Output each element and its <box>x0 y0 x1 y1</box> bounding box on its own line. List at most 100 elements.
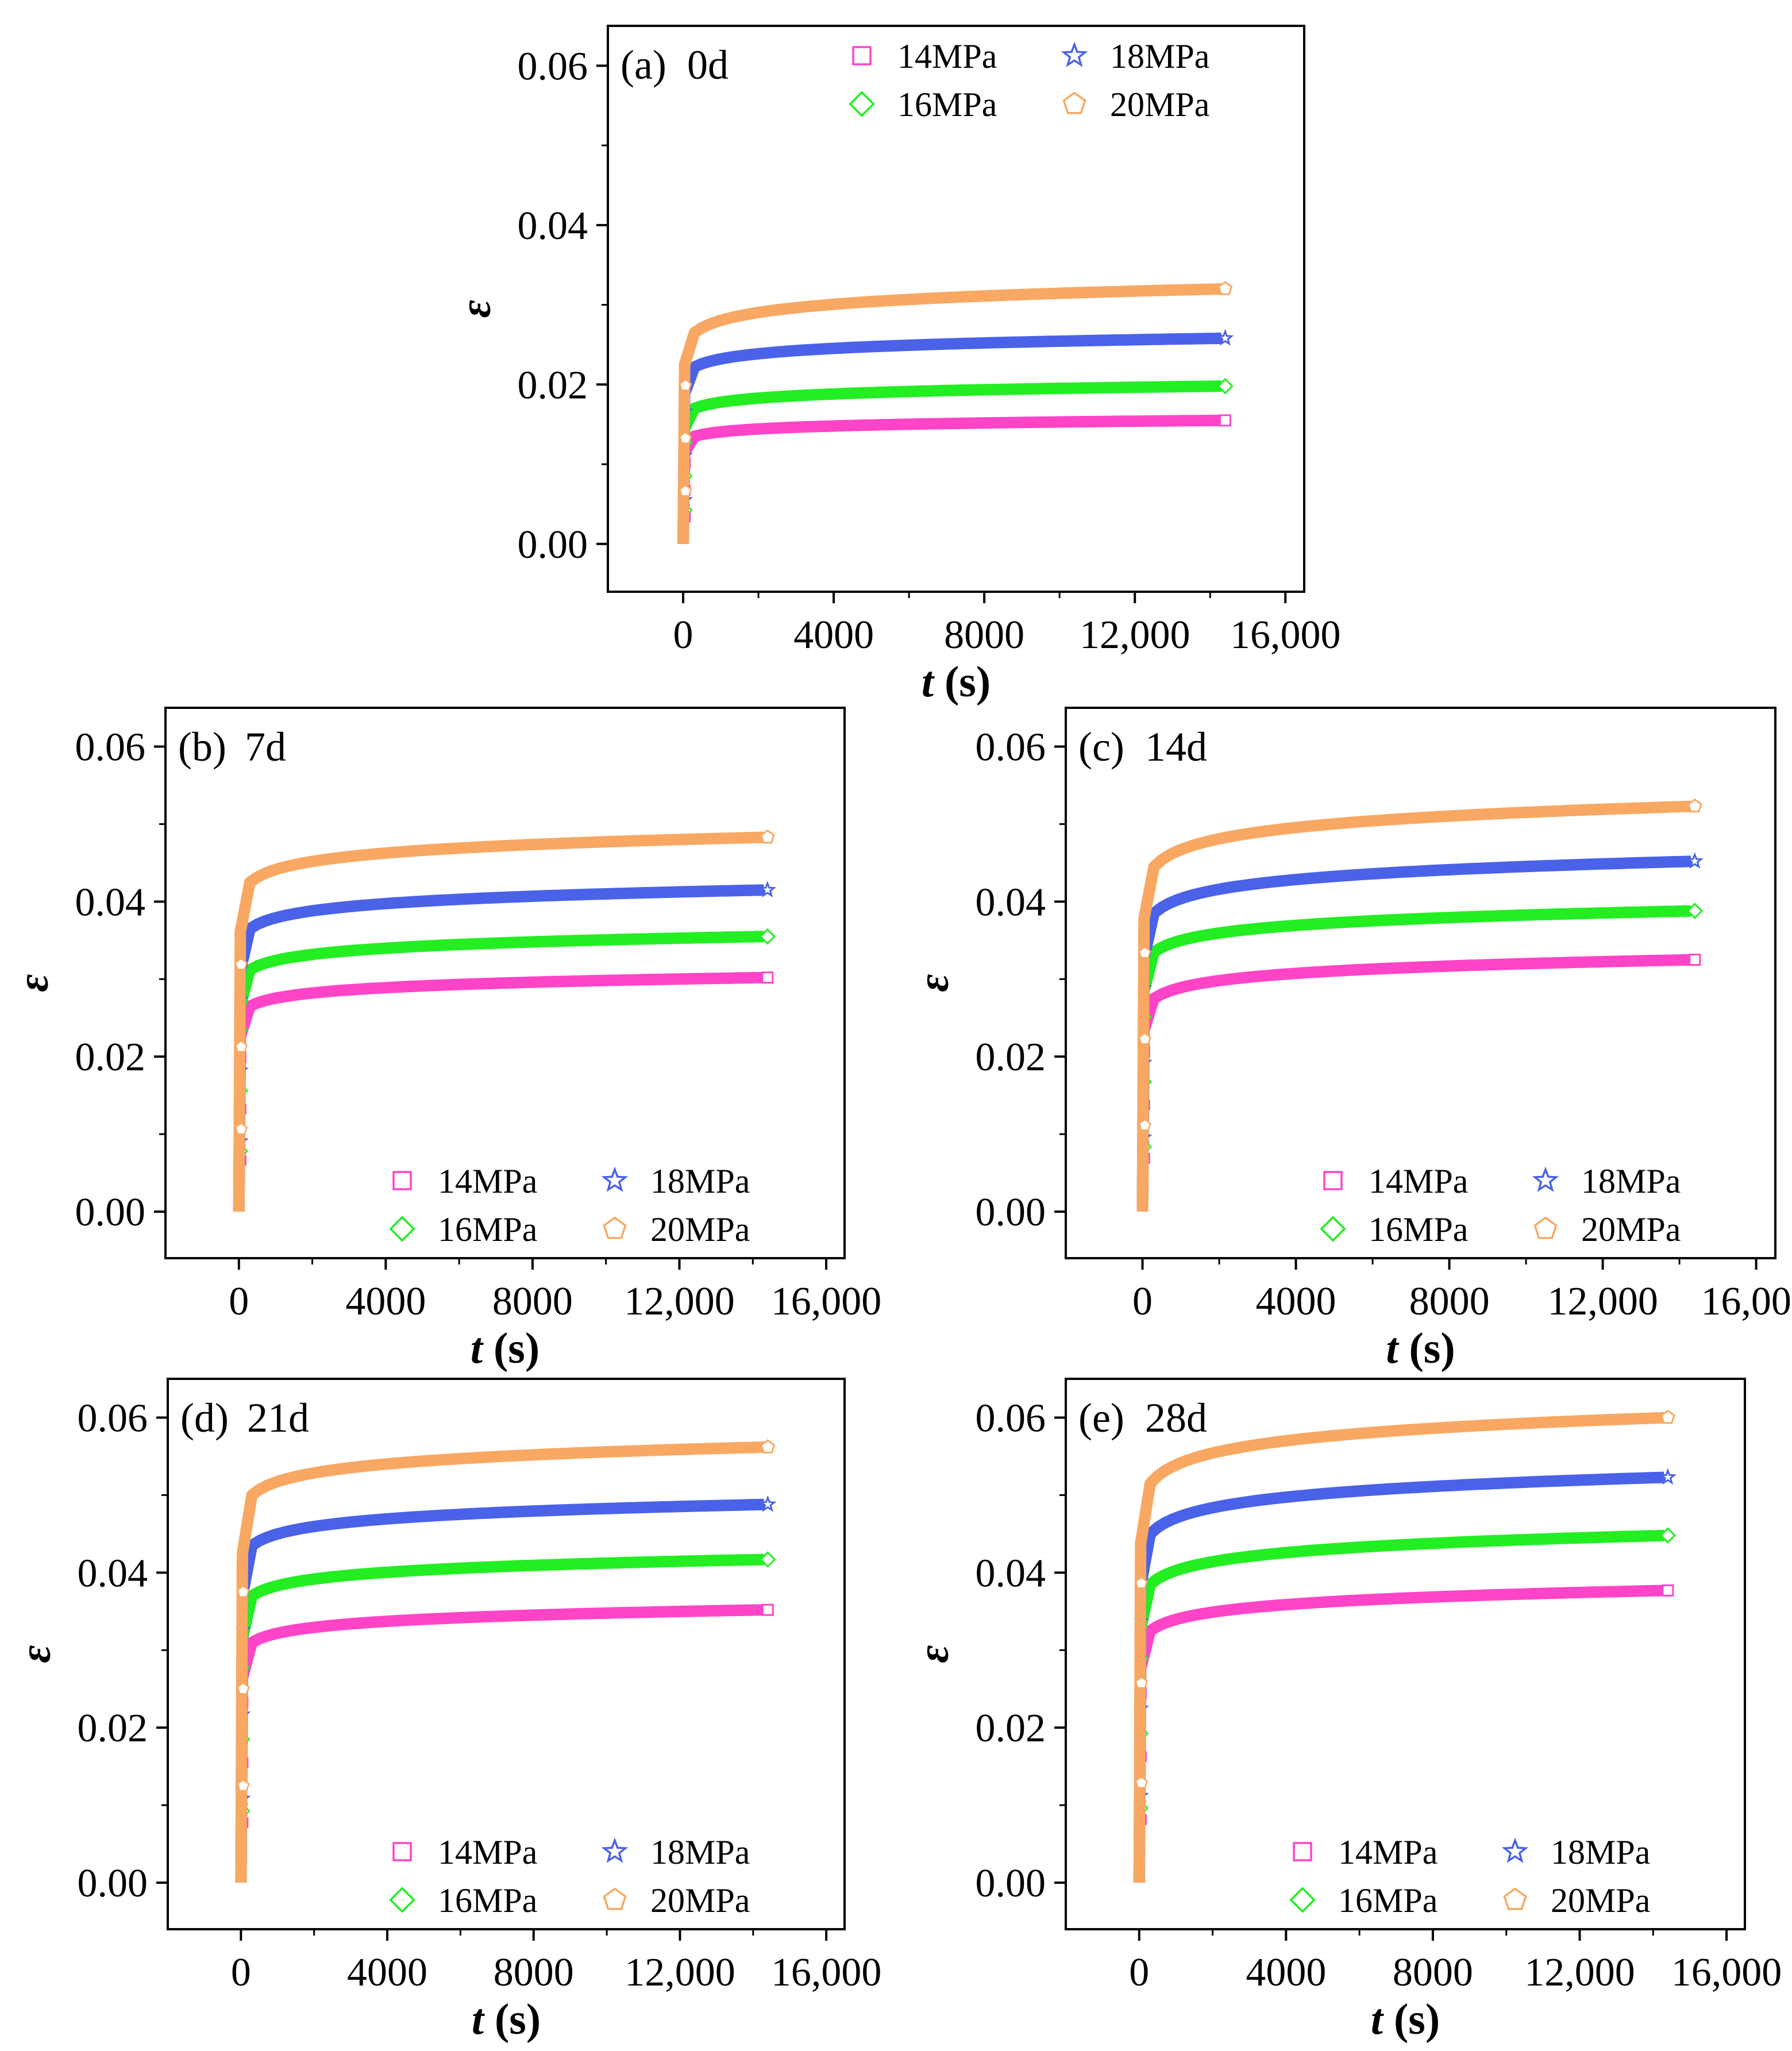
series-16MPa <box>235 1553 765 1883</box>
series-18MPa <box>1136 855 1691 1212</box>
x-tick-label: 12,000 <box>1080 613 1190 657</box>
x-axis-variable: t <box>922 658 935 706</box>
panel-label: (b) <box>178 724 226 770</box>
x-axis-unit: (s) <box>495 1995 541 2044</box>
y-tick-label: 0.06 <box>976 1396 1046 1440</box>
x-tick-label: 12,000 <box>625 1950 735 1995</box>
legend-label-18MPa: 18MPa <box>1581 1162 1681 1200</box>
chart-panel-c: 0 4000 8000 12,000 16,000 0.00 0.02 0.04 0.06 t (… <box>910 707 1792 1373</box>
series-14MPa <box>1136 954 1691 1212</box>
y-tick-label: 0.04 <box>976 880 1046 924</box>
y-tick-label: 0.06 <box>75 725 146 769</box>
legend-label-16MPa: 16MPa <box>438 1210 537 1248</box>
series-end-marker-18MPa <box>1216 329 1234 346</box>
x-tick-label: 0 <box>1129 1950 1149 1995</box>
series-end-marker-14MPa <box>1219 414 1231 427</box>
x-axis-label: t (s) <box>922 658 991 706</box>
panel-title: 28d <box>1145 1395 1207 1441</box>
series-loading-marker-20MPa <box>679 379 692 391</box>
series-end-marker-14MPa <box>1689 954 1701 966</box>
series-20MPa <box>235 1441 765 1883</box>
plot-frame <box>167 1378 846 1930</box>
legend-marker-14MPa <box>392 1842 412 1861</box>
y-tick-label: 0.02 <box>976 1035 1046 1080</box>
panel-label: (e) <box>1078 1395 1124 1441</box>
y-tick-label: 0.00 <box>976 1190 1046 1235</box>
series-loading-marker-20MPa <box>236 1682 250 1695</box>
legend-label-16MPa: 16MPa <box>438 1882 537 1919</box>
x-tick-label: 0 <box>1132 1279 1153 1324</box>
legend-marker-18MPa <box>1532 1166 1559 1192</box>
series-loading-marker-20MPa <box>1135 1776 1148 1788</box>
series-end-marker-18MPa <box>1659 1468 1677 1485</box>
panel-label: (a) <box>621 42 666 88</box>
x-tick-label: 16,000 <box>1701 1279 1792 1324</box>
y-tick-label: 0.00 <box>78 1861 148 1906</box>
chart-panel-e: 0 4000 8000 12,000 16,000 0.00 0.02 0.04 0.06 t (… <box>910 1378 1782 2044</box>
legend-label-20MPa: 20MPa <box>650 1210 750 1248</box>
plot-frame <box>1065 1378 1746 1930</box>
legend-label-20MPa: 20MPa <box>650 1882 750 1919</box>
y-tick-label: 0.00 <box>976 1861 1046 1906</box>
y-tick-label: 0.06 <box>78 1396 148 1440</box>
series-end-marker-18MPa <box>1686 852 1704 869</box>
x-axis-space <box>934 658 945 706</box>
y-tick-label: 0.06 <box>976 725 1046 769</box>
y-tick-label: 0.02 <box>75 1035 146 1080</box>
series-14MPa <box>1133 1584 1664 1883</box>
series-20MPa <box>677 283 1222 544</box>
legend-marker-18MPa <box>1061 41 1088 67</box>
x-tick-label: 8000 <box>1393 1950 1473 1995</box>
series-end-marker-20MPa <box>1217 281 1233 295</box>
legend-marker-14MPa <box>1293 1842 1312 1861</box>
x-tick-label: 0 <box>229 1279 249 1324</box>
legend-marker-20MPa <box>603 1216 627 1239</box>
x-tick-label: 4000 <box>1246 1950 1326 1995</box>
panel-title: 7d <box>245 724 286 770</box>
legend-label-16MPa: 16MPa <box>897 86 997 124</box>
legend-marker-16MPa <box>389 1887 415 1913</box>
y-tick-label: 0.04 <box>75 880 146 924</box>
legend-label-18MPa: 18MPa <box>1110 37 1209 75</box>
legend-marker-20MPa <box>1533 1216 1558 1239</box>
series-18MPa <box>233 884 764 1212</box>
series-end-marker-16MPa <box>1686 903 1704 919</box>
x-tick-label: 12,000 <box>1524 1950 1635 1995</box>
series-end-marker-16MPa <box>760 1551 776 1568</box>
series-loading-marker-20MPa <box>236 1779 250 1792</box>
panel-title: 21d <box>247 1395 309 1441</box>
series-14MPa <box>233 971 764 1212</box>
x-tick-label: 0 <box>673 613 693 657</box>
x-tick-label: 4000 <box>347 1950 427 1995</box>
legend-marker-18MPa <box>1501 1837 1529 1863</box>
y-axis-label: ε <box>910 1645 958 1663</box>
x-tick-label: 0 <box>231 1950 251 1995</box>
series-loading-marker-20MPa <box>236 1585 250 1598</box>
series-16MPa <box>1133 1529 1664 1883</box>
legend-label-14MPa: 14MPa <box>438 1162 537 1200</box>
legend-label-20MPa: 20MPa <box>1110 86 1209 124</box>
plot-frame <box>1065 707 1776 1259</box>
x-tick-label: 8000 <box>494 1950 574 1995</box>
series-16MPa <box>233 931 764 1212</box>
series-loading-marker-20MPa <box>234 1040 248 1053</box>
x-tick-label: 16,000 <box>771 1950 882 1995</box>
series-loading-marker-20MPa <box>234 958 248 970</box>
x-tick-label: 16,000 <box>771 1279 882 1324</box>
chart-panel-a: 0 4000 8000 12,000 16,000 0.00 0.02 0.04 0.06 t (… <box>452 25 1340 706</box>
x-tick-label: 16,000 <box>1671 1950 1782 1995</box>
legend-marker-20MPa <box>1062 91 1086 114</box>
x-tick-label: 4000 <box>793 613 874 657</box>
series-end-marker-16MPa <box>1659 1527 1677 1544</box>
x-axis-space <box>1398 1324 1409 1373</box>
legend-label-16MPa: 16MPa <box>1369 1210 1468 1248</box>
y-tick-label: 0.00 <box>518 523 588 567</box>
legend-label-14MPa: 14MPa <box>897 37 997 75</box>
series-loading-marker-20MPa <box>1138 1032 1151 1045</box>
legend-marker-16MPa <box>1289 1887 1316 1913</box>
series-end-marker-14MPa <box>761 971 774 984</box>
x-tick-label: 12,000 <box>1547 1279 1658 1324</box>
y-tick-label: 0.02 <box>518 363 588 407</box>
x-tick-label: 4000 <box>345 1279 426 1324</box>
x-axis-variable: t <box>471 1324 484 1373</box>
